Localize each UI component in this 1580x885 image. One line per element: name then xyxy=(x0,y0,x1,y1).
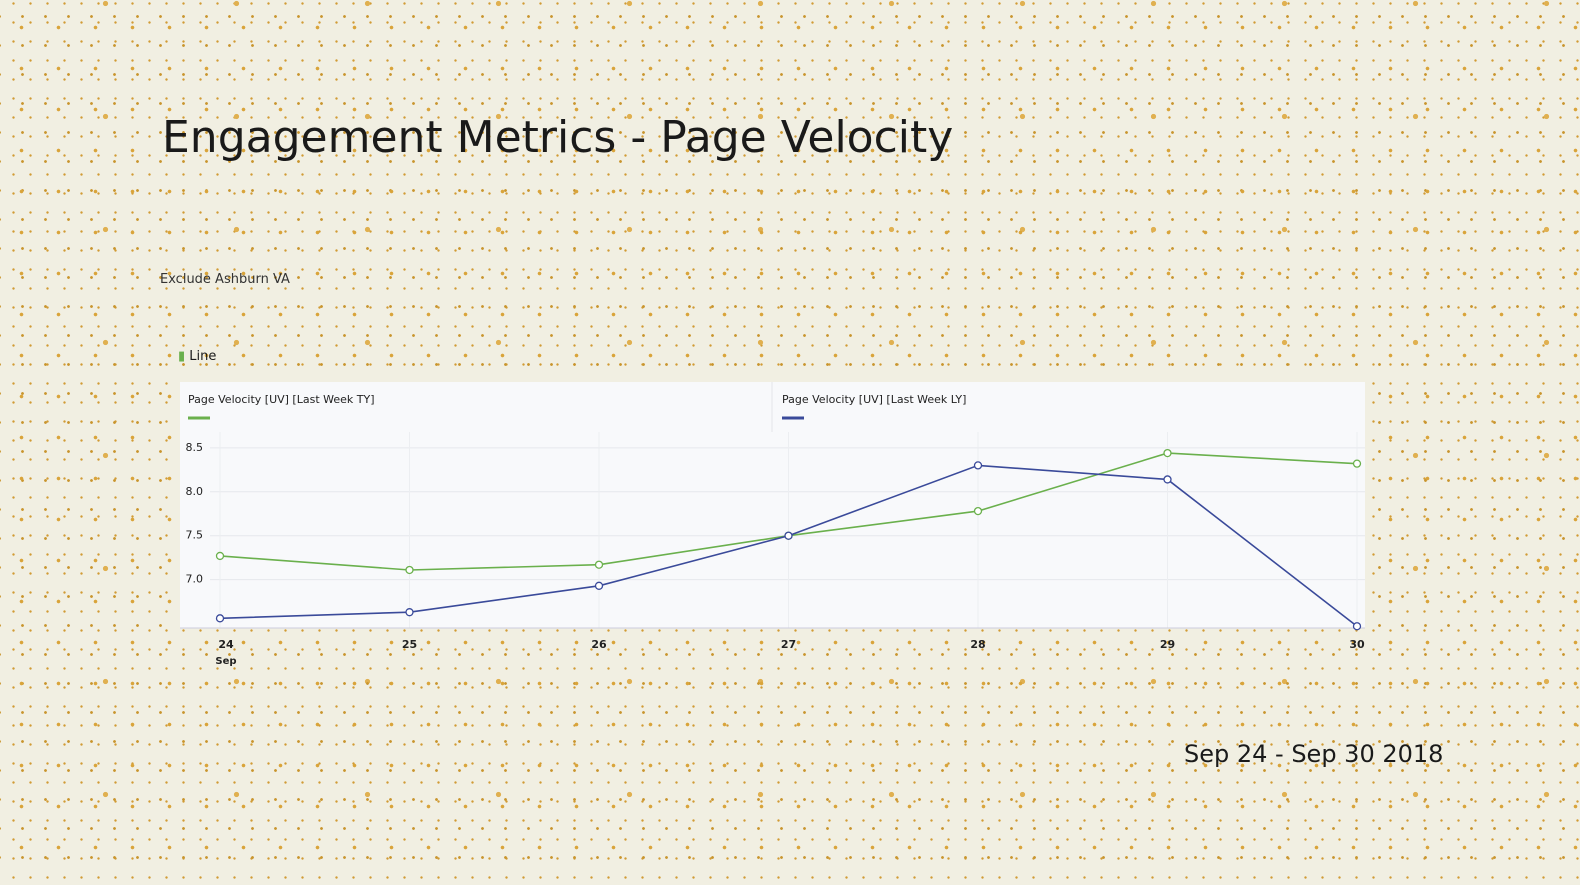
note: Exclude Ashburn VA xyxy=(160,272,290,287)
y-tick-label: 7.0 xyxy=(186,573,204,586)
point xyxy=(784,531,793,540)
x-tick-label: 28 xyxy=(970,638,985,651)
point xyxy=(1352,622,1362,631)
y-tick-label: 8.5 xyxy=(186,441,204,454)
legend-label: Page Velocity [UV] [Last Week LY] xyxy=(782,393,966,406)
point xyxy=(594,560,604,569)
x-tick-label: 27 xyxy=(781,638,796,651)
x-tick-label: 25 xyxy=(402,638,417,651)
point xyxy=(1163,475,1172,484)
legend-label: Page Velocity [UV] [Last Week TY] xyxy=(188,393,375,406)
point xyxy=(405,565,414,575)
x-tick-label: 24 xyxy=(218,638,234,651)
x-tick-label: 29 xyxy=(1160,638,1175,651)
chart-label-text: Line xyxy=(189,349,217,364)
y-tick-label: 7.5 xyxy=(186,529,204,542)
point xyxy=(594,581,604,590)
chart-label: ▮ Line xyxy=(178,349,216,364)
y-tick-label: 8.0 xyxy=(186,485,204,498)
point xyxy=(973,461,983,470)
date-range: Sep 24 - Sep 30 2018 xyxy=(1184,740,1444,768)
chart-icon: ▮ xyxy=(178,349,190,364)
point xyxy=(1163,448,1172,458)
x-tick-label: 30 xyxy=(1349,638,1365,651)
x-tick-label: 26 xyxy=(591,638,607,651)
point xyxy=(215,614,225,623)
point xyxy=(215,551,225,561)
x-period-label: Sep xyxy=(215,656,236,667)
point xyxy=(405,608,414,617)
point xyxy=(973,506,983,516)
point xyxy=(1352,459,1362,468)
slide-title: Engagement Metrics - Page Velocity xyxy=(162,112,954,163)
